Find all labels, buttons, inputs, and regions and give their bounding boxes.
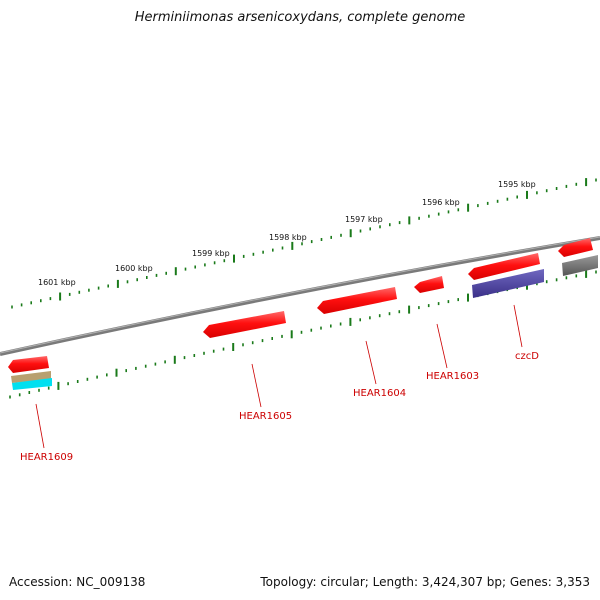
scale-ticks-upper (11, 178, 597, 309)
scale-label-1599: 1599 kbp (192, 249, 230, 258)
gene-right-edge[interactable] (558, 238, 593, 257)
gene-hear1603[interactable] (414, 276, 444, 293)
scale-label-1598: 1598 kbp (269, 233, 307, 242)
leader-hear1609 (35, 403, 45, 449)
label-czcD: czcD (515, 351, 539, 362)
scale-label-1595: 1595 kbp (498, 180, 536, 189)
scale-label-1600: 1600 kbp (115, 264, 153, 273)
map-title: Herminiimonas arsenicoxydans, complete g… (134, 10, 466, 25)
genome-stats-text: Topology: circular; Length: 3,424,307 bp… (260, 575, 590, 589)
leader-hear1605 (251, 363, 262, 408)
label-hear1603: HEAR1603 (426, 371, 479, 382)
gray-feature[interactable] (562, 255, 598, 276)
gene-hear1605[interactable] (203, 311, 286, 338)
scale-label-1601: 1601 kbp (38, 278, 76, 287)
scale-label-1596: 1596 kbp (422, 198, 460, 207)
gene-czcD[interactable] (468, 253, 540, 280)
leader-czcD (513, 304, 523, 348)
leader-hear1603 (436, 323, 448, 369)
gene-hear1609[interactable] (8, 356, 49, 373)
scale-label-1597: 1597 kbp (345, 215, 383, 224)
cyan-feature[interactable] (12, 378, 52, 390)
label-hear1605: HEAR1605 (239, 411, 292, 422)
purple-feature[interactable] (472, 269, 544, 298)
label-hear1604: HEAR1604 (353, 388, 406, 399)
accession-text: Accession: NC_009138 (9, 575, 146, 589)
gene-hear1604[interactable] (317, 287, 397, 314)
scale-ticks-lower (9, 269, 597, 399)
label-hear1609: HEAR1609 (20, 452, 73, 463)
genome-backbone (0, 236, 600, 356)
leader-hear1604 (365, 340, 377, 385)
